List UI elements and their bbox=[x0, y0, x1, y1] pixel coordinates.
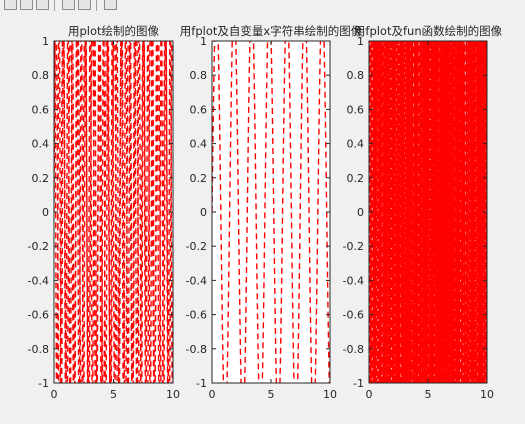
x-tick-label: 0 bbox=[366, 388, 373, 401]
x-tick-label: 10 bbox=[323, 388, 337, 401]
y-tick-label: -0.8 bbox=[28, 343, 49, 356]
x-tick-label: 10 bbox=[480, 388, 494, 401]
x-tick-label: 0 bbox=[209, 388, 216, 401]
zoom-in-icon[interactable] bbox=[4, 0, 17, 10]
y-tick-label: -1 bbox=[38, 377, 49, 390]
brush-icon[interactable] bbox=[104, 0, 117, 10]
y-tick-label: 1 bbox=[200, 35, 207, 48]
subplot-2: -1-0.8-0.6-0.4-0.200.20.40.60.810 5 10用fpl… bbox=[180, 24, 363, 401]
y-tick-label: -0.4 bbox=[343, 274, 364, 287]
y-tick-label: 0.2 bbox=[32, 172, 50, 185]
y-tick-label: 1 bbox=[357, 35, 364, 48]
x-tick-label: 10 bbox=[166, 388, 180, 401]
y-tick-label: 0.8 bbox=[32, 69, 50, 82]
y-tick-label: 0 bbox=[200, 206, 207, 219]
y-tick-label: 0.4 bbox=[190, 138, 208, 151]
series-line bbox=[369, 41, 487, 383]
y-tick-label: -0.6 bbox=[343, 309, 364, 322]
figure-toolbar bbox=[0, 0, 525, 14]
y-tick-label: -0.6 bbox=[186, 309, 207, 322]
y-tick-label: 0.4 bbox=[32, 138, 50, 151]
plot-lines bbox=[212, 41, 330, 383]
y-tick-label: -0.8 bbox=[343, 343, 364, 356]
toolbar-separator bbox=[54, 0, 55, 11]
y-tick-label: -0.2 bbox=[186, 240, 207, 253]
zoom-out-icon[interactable] bbox=[20, 0, 33, 10]
rotate-icon[interactable] bbox=[62, 0, 75, 10]
y-tick-label: 0.6 bbox=[347, 103, 365, 116]
y-tick-label: -0.8 bbox=[186, 343, 207, 356]
plot-lines bbox=[54, 41, 173, 383]
y-tick-label: -0.4 bbox=[28, 274, 49, 287]
y-tick-label: -0.4 bbox=[186, 274, 207, 287]
x-tick-label: 5 bbox=[268, 388, 275, 401]
plot-area bbox=[212, 41, 330, 383]
subplot-title: 用fplot及fun函数绘制的图像 bbox=[354, 24, 503, 38]
y-tick-label: 0.8 bbox=[190, 69, 208, 82]
subplot-1: -1-0.8-0.6-0.4-0.200.20.40.60.810 5 10用plo… bbox=[28, 24, 180, 401]
series-line bbox=[212, 41, 330, 383]
x-tick-label: 5 bbox=[110, 388, 117, 401]
y-tick-label: 0 bbox=[42, 206, 49, 219]
subplot-title: 用fplot及自变量x字符串绘制的图像 bbox=[180, 24, 363, 38]
plot-lines bbox=[369, 41, 487, 383]
pan-icon[interactable] bbox=[36, 0, 49, 10]
y-tick-label: 0.6 bbox=[32, 103, 50, 116]
y-tick-label: 0.6 bbox=[190, 103, 208, 116]
y-tick-label: -0.6 bbox=[28, 309, 49, 322]
y-tick-label: -1 bbox=[196, 377, 207, 390]
y-tick-label: 0.2 bbox=[190, 172, 208, 185]
data-cursor-icon[interactable] bbox=[78, 0, 91, 10]
x-tick-label: 0 bbox=[51, 388, 58, 401]
subplot-title: 用plot绘制的图像 bbox=[68, 24, 160, 38]
y-tick-label: 0.2 bbox=[347, 172, 365, 185]
subplot-3: -1-0.8-0.6-0.4-0.200.20.40.60.810 5 10用fpl… bbox=[343, 24, 503, 401]
y-tick-label: 0.4 bbox=[347, 138, 365, 151]
y-tick-label: -0.2 bbox=[343, 240, 364, 253]
toolbar-separator bbox=[96, 0, 97, 11]
series-line bbox=[54, 41, 173, 383]
x-tick-label: 5 bbox=[425, 388, 432, 401]
series-line bbox=[369, 41, 487, 383]
y-tick-label: -0.2 bbox=[28, 240, 49, 253]
y-tick-label: 1 bbox=[42, 35, 49, 48]
y-tick-label: -1 bbox=[353, 377, 364, 390]
y-tick-label: 0.8 bbox=[347, 69, 365, 82]
y-tick-label: 0 bbox=[357, 206, 364, 219]
